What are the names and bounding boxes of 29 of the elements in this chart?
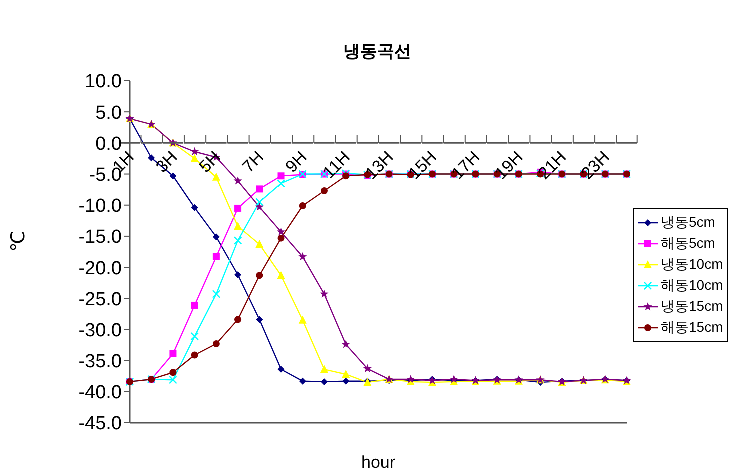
y-axis-title: ℃: [8, 230, 30, 252]
y-tick-label: -15.0: [78, 227, 122, 248]
y-tick-label: -40.0: [78, 382, 122, 404]
legend-label: 냉동15cm: [661, 297, 724, 316]
x-tick-label: 15H: [405, 148, 441, 184]
x-tick-label: 17H: [448, 148, 484, 184]
x-tick-label: 19H: [491, 148, 527, 184]
y-tick-label: -45.0: [78, 414, 122, 435]
y-tick-label: -30.0: [78, 320, 122, 342]
y-tick-label: -25.0: [78, 289, 122, 310]
legend-label: 해동5cm: [661, 234, 716, 253]
y-tick-label: 5.0: [96, 102, 122, 124]
legend-label: 해동15cm: [661, 318, 724, 337]
x-tick-label: 3H: [152, 148, 182, 177]
y-tick-label: -35.0: [78, 352, 122, 373]
y-tick-label: -20.0: [78, 258, 122, 280]
x-tick-label: 11H: [319, 148, 354, 182]
y-tick-label: 10.0: [85, 72, 122, 93]
x-tick-label: 13H: [362, 148, 398, 184]
chart-title: 냉동곡선: [342, 41, 412, 63]
x-tick-label: 9H: [282, 148, 311, 177]
legend-label: 냉동5cm: [661, 213, 716, 232]
legend-label: 해동10cm: [661, 276, 724, 295]
x-tick-label: 7H: [238, 148, 268, 177]
legend-label: 냉동10cm: [661, 255, 724, 274]
y-tick-label: -10.0: [78, 196, 122, 218]
x-tick-label: 5H: [196, 148, 224, 177]
y-tick-label: 0.0: [96, 134, 122, 155]
x-axis-title: hour: [361, 453, 396, 471]
